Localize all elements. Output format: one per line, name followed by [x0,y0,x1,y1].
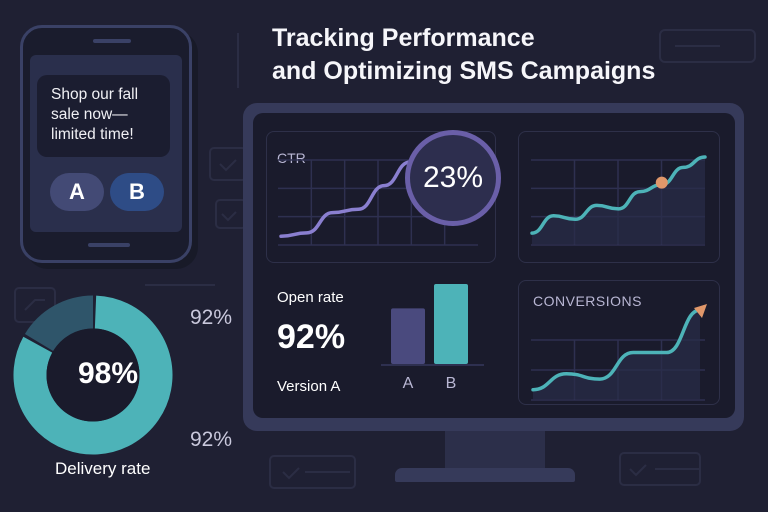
monitor-base [395,468,575,482]
title-line-1: Tracking Performance [272,24,535,52]
ctr-label: CTR [277,150,306,166]
conversions-line [531,308,702,392]
version-label: Version A [277,378,341,395]
conversions-arrowhead [694,304,707,318]
phone-home-bar [88,243,130,247]
side-percentage-1: 92% [190,306,233,329]
donut-center [46,328,140,422]
sms-message-bubble: Shop our fall sale now—limited time! [37,75,170,157]
highlight-point [655,176,668,189]
page-title: Tracking Performance and Optimizing SMS … [272,22,655,88]
delivery-label: Delivery rate [55,459,151,478]
conversions-panel: CONVERSIONS [518,280,720,405]
bar-label-A: A [403,375,414,392]
conversions-area [533,310,700,399]
delivery-value: 98% [77,357,139,390]
donut-segment-1 [13,295,173,455]
phone: Shop our fall sale now—limited time! A B [20,25,192,263]
open-rate-value: 92% [277,318,346,356]
ctr-value-badge: 23% [405,130,501,226]
open-rate-label: Open rate [277,289,344,306]
variant-a-button[interactable]: A [50,173,104,211]
side-percentage-2: 92% [190,428,233,451]
bar-label-B: B [446,375,457,392]
trend-area [532,157,705,244]
ctr-line [279,160,412,238]
monitor-stand [445,430,545,470]
bar-B [434,284,468,364]
variant-b-button[interactable]: B [110,173,164,211]
ctr-value: 23% [422,161,484,194]
phone-speaker [93,39,131,43]
phone-screen: Shop our fall sale now—limited time! A B [30,55,182,232]
bar-A [391,308,425,364]
trend-line [530,155,707,235]
trend-panel [518,131,720,263]
conversions-label: CONVERSIONS [533,293,642,309]
donut-segment-2 [24,295,94,352]
title-line-2: and Optimizing SMS Campaigns [272,57,656,85]
